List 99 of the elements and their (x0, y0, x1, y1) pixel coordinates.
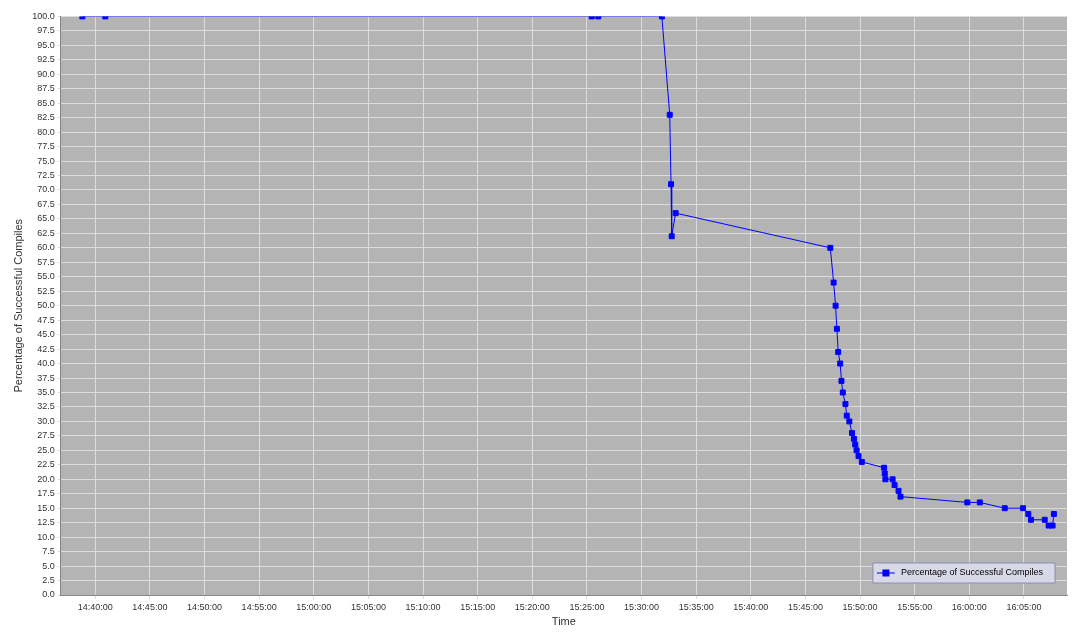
x-tick-label: 15:40:00 (733, 601, 769, 612)
y-tick-label: 25.0 (37, 444, 55, 455)
point (838, 377, 845, 384)
point (839, 389, 846, 396)
y-tick-label: 90.0 (37, 68, 55, 79)
y-tick-label: 47.5 (37, 314, 55, 325)
legend-label: Percentage of Successful Compiles (900, 567, 1044, 578)
y-tick-label: 77.5 (37, 141, 55, 152)
point (849, 430, 855, 436)
x-tick-label: 15:20:00 (514, 601, 550, 612)
y-tick-label: 100.0 (32, 10, 55, 21)
point (837, 360, 844, 367)
y-tick-label: 40.0 (37, 358, 55, 369)
x-tick-label: 15:35:00 (678, 601, 714, 612)
y-tick-label: 32.5 (37, 401, 55, 412)
y-tick-label: 10.0 (37, 531, 55, 542)
point (830, 279, 837, 286)
y-tick-label: 22.5 (37, 459, 55, 470)
point (976, 499, 983, 506)
y-tick-label: 42.5 (37, 343, 55, 354)
y-axis-title: Percentage of Successful Compiles (11, 218, 24, 393)
point (858, 458, 865, 465)
y-tick-label: 95.0 (37, 39, 55, 50)
point (835, 349, 842, 355)
y-tick-label: 97.5 (37, 25, 55, 36)
x-tick-label: 16:00:00 (951, 601, 987, 612)
point (882, 476, 889, 483)
point (891, 482, 898, 489)
x-tick-label: 14:55:00 (241, 601, 277, 612)
y-tick-label: 5.0 (42, 560, 55, 571)
point (668, 181, 675, 188)
x-tick-label: 14:40:00 (77, 601, 113, 612)
point (895, 487, 902, 494)
y-tick-label: 7.5 (42, 546, 55, 557)
point (846, 418, 853, 425)
y-tick-label: 62.5 (37, 227, 55, 238)
y-tick-label: 80.0 (37, 126, 55, 137)
y-tick-label: 15.0 (37, 502, 55, 513)
point (881, 464, 888, 471)
x-tick-label: 15:15:00 (460, 601, 496, 612)
point (889, 476, 896, 483)
y-tick-label: 65.0 (37, 213, 55, 224)
point (1020, 505, 1027, 512)
y-tick-label: 20.0 (37, 473, 55, 484)
x-tick-label: 15:00:00 (296, 601, 332, 612)
point (1027, 516, 1034, 523)
point (855, 453, 862, 460)
y-tick-label: 87.5 (37, 83, 55, 94)
point (1049, 522, 1056, 529)
x-tick-label: 15:10:00 (405, 601, 441, 612)
y-tick-label: 45.0 (37, 329, 55, 340)
point (832, 302, 839, 309)
y-tick-label: 0.0 (42, 589, 55, 600)
point (850, 435, 857, 442)
point (833, 325, 840, 332)
point (1001, 505, 1008, 512)
point (842, 401, 849, 408)
point (827, 244, 834, 251)
x-tick-label: 15:05:00 (350, 601, 386, 612)
y-tick-label: 70.0 (37, 184, 55, 195)
y-tick-label: 67.5 (37, 198, 55, 209)
point (964, 499, 971, 506)
y-tick-label: 57.5 (37, 256, 55, 267)
x-tick-label: 16:05:00 (1006, 601, 1042, 612)
y-tick-label: 30.0 (37, 415, 55, 426)
y-tick-label: 50.0 (37, 300, 55, 311)
point (1050, 511, 1057, 517)
x-tick-label: 15:50:00 (842, 601, 878, 612)
point (853, 447, 860, 454)
y-tick-label: 12.5 (37, 517, 55, 528)
x-tick-label: 15:30:00 (624, 601, 660, 612)
y-tick-label: 27.5 (37, 430, 55, 441)
x-tick-label: 14:50:00 (186, 601, 223, 612)
x-tick-label: 15:45:00 (787, 601, 823, 612)
y-tick-label: 37.5 (37, 372, 55, 383)
y-tick-label: 35.0 (37, 386, 55, 397)
x-tick-label: 15:55:00 (897, 601, 933, 612)
y-tick-label: 55.0 (37, 271, 55, 282)
y-tick-label: 92.5 (37, 54, 55, 65)
point (843, 412, 850, 419)
point (881, 470, 888, 477)
point (1041, 516, 1048, 523)
x-tick-label: 15:25:00 (569, 601, 605, 612)
point (1025, 511, 1032, 517)
point (852, 441, 859, 448)
y-tick-label: 2.5 (42, 575, 55, 586)
y-tick-label: 75.0 (37, 155, 55, 166)
y-tick-label: 60.0 (37, 242, 55, 253)
y-tick-label: 72.5 (37, 170, 55, 180)
y-tick-label: 17.5 (37, 488, 55, 499)
x-axis-title: Time (551, 615, 576, 628)
y-tick-label: 82.5 (37, 112, 55, 123)
point (672, 210, 679, 217)
y-tick-label: 85.0 (37, 97, 55, 108)
point (666, 111, 673, 118)
point (897, 493, 904, 500)
x-tick-label: 14:45:00 (132, 601, 168, 612)
y-tick-label: 52.5 (37, 285, 55, 296)
point (668, 233, 675, 240)
